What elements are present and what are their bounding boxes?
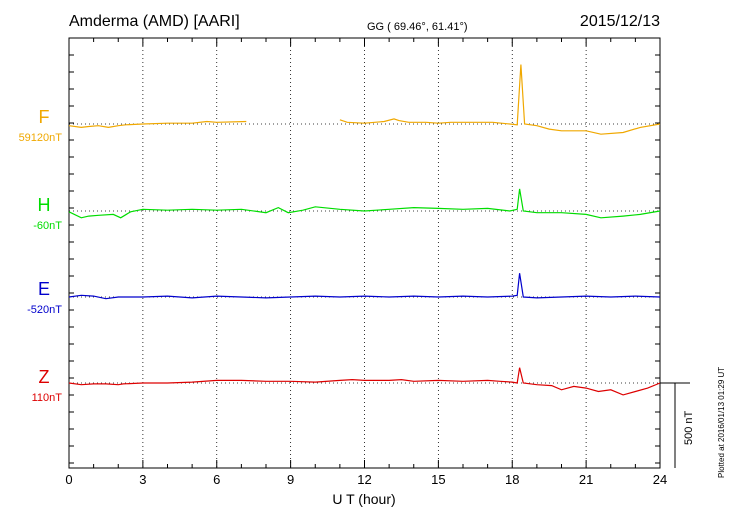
baseline-label-Z: 110nT <box>32 392 63 404</box>
scale-bar: 500 nT <box>660 382 695 468</box>
axis-ticks: 0 3 6 9 12 15 18 21 24 <box>65 38 667 487</box>
series-name-Z: Z <box>39 367 50 387</box>
x-axis-label: U T (hour) <box>332 491 395 507</box>
series-line-E <box>68 273 661 300</box>
series-line-Z <box>68 367 661 396</box>
baseline-label-F: 59120nT <box>19 132 63 144</box>
date-label: 2015/12/13 <box>580 13 660 30</box>
station-title: Amderma (AMD) [AARI] <box>69 13 240 30</box>
x-tick-label: 9 <box>287 472 294 487</box>
baseline-label-E: -520nT <box>27 304 62 316</box>
x-tick-label: 0 <box>65 472 72 487</box>
x-tick-label: 6 <box>213 472 220 487</box>
x-tick-label: 24 <box>653 472 667 487</box>
baseline-label-H: -60nT <box>33 220 62 232</box>
grid-lines <box>69 38 660 468</box>
series-name-E: E <box>38 279 50 299</box>
scale-bar-label: 500 nT <box>683 410 695 445</box>
plotted-note: Plotted at 2016/01/13 01:29 UT <box>717 367 726 478</box>
series-line-F <box>68 64 661 135</box>
x-tick-label: 21 <box>579 472 593 487</box>
series-name-H: H <box>38 195 51 215</box>
series-name-F: F <box>39 107 50 127</box>
series-labels: F 59120nT H -60nT E -520nT Z 110nT <box>19 107 63 404</box>
coordinates: GG ( 69.46°, 61.41°) <box>367 21 468 33</box>
x-tick-label: 18 <box>505 472 519 487</box>
series-lines <box>68 64 661 396</box>
x-tick-label: 12 <box>357 472 371 487</box>
series-line-H <box>68 188 661 219</box>
x-tick-label: 3 <box>139 472 146 487</box>
x-tick-label: 15 <box>431 472 445 487</box>
